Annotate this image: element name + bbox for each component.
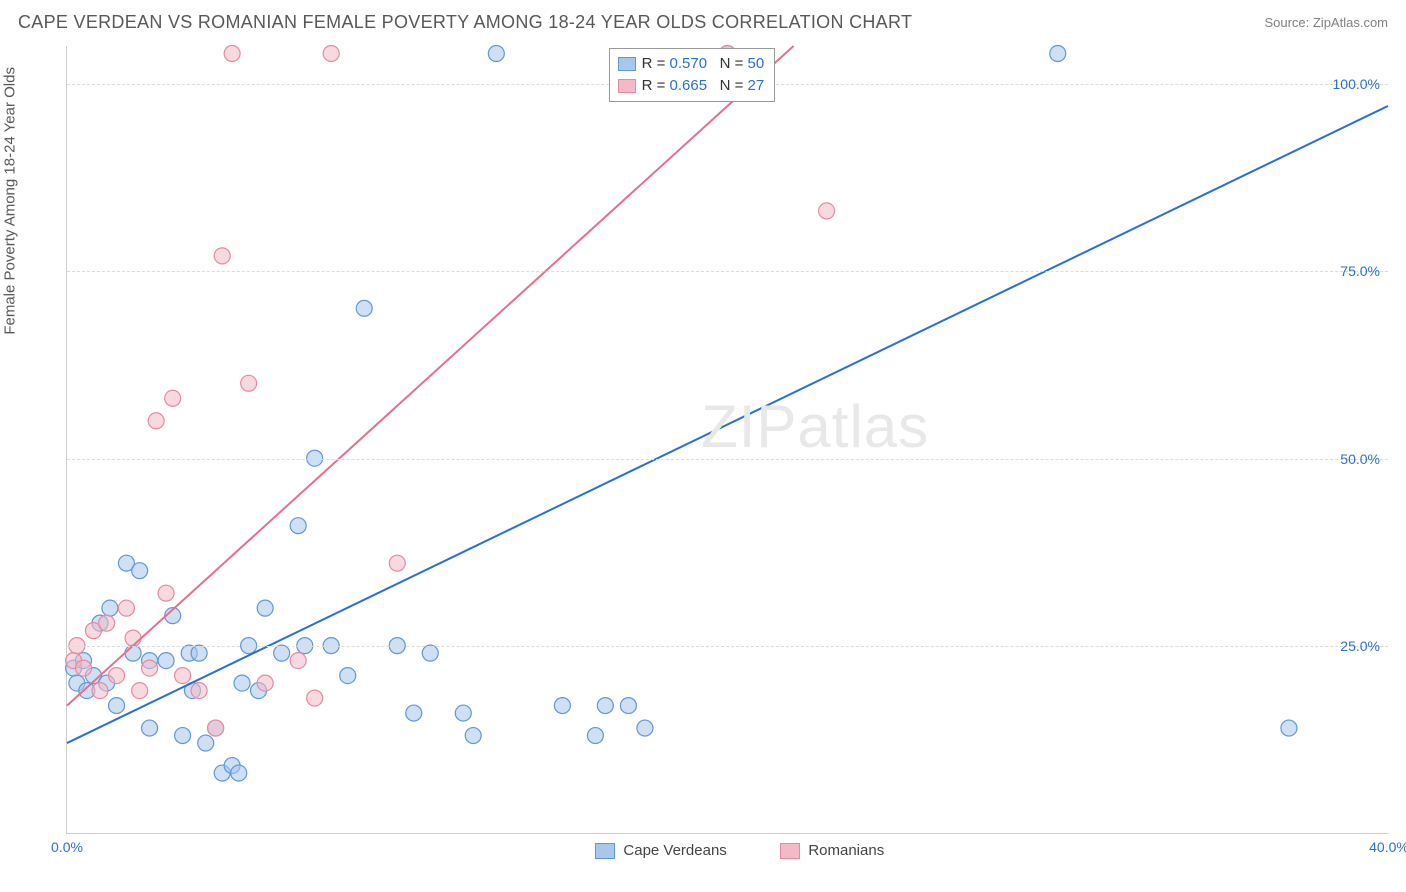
x-tick-label: 40.0% <box>1369 839 1406 855</box>
data-point <box>214 248 230 264</box>
y-tick-label: 75.0% <box>1340 263 1380 279</box>
series-legend-item: Romanians <box>780 842 884 859</box>
data-point <box>165 390 181 406</box>
data-point <box>125 630 141 646</box>
chart-container: Female Poverty Among 18-24 Year Olds 25.… <box>18 46 1388 874</box>
data-point <box>175 668 191 684</box>
data-point <box>148 413 164 429</box>
data-point <box>620 698 636 714</box>
y-tick-label: 25.0% <box>1340 638 1380 654</box>
data-point <box>231 765 247 781</box>
data-point <box>554 698 570 714</box>
source-label: Source: ZipAtlas.com <box>1264 15 1388 30</box>
data-point <box>158 653 174 669</box>
chart-title: CAPE VERDEAN VS ROMANIAN FEMALE POVERTY … <box>18 12 912 33</box>
correlation-legend: R = 0.570 N = 50R = 0.665 N = 27 <box>609 48 776 102</box>
data-point <box>290 518 306 534</box>
scatter-svg <box>67 46 1388 833</box>
data-point <box>422 645 438 661</box>
trend-line <box>67 46 794 706</box>
data-point <box>191 683 207 699</box>
data-point <box>125 645 141 661</box>
data-point <box>109 668 125 684</box>
legend-swatch <box>780 843 800 859</box>
data-point <box>819 203 835 219</box>
data-point <box>1050 46 1066 62</box>
data-point <box>597 698 613 714</box>
data-point <box>340 668 356 684</box>
legend-swatch <box>618 57 636 71</box>
data-point <box>307 690 323 706</box>
gridline <box>67 646 1388 647</box>
data-point <box>389 555 405 571</box>
data-point <box>198 735 214 751</box>
data-point <box>142 660 158 676</box>
data-point <box>290 653 306 669</box>
data-point <box>92 683 108 699</box>
data-point <box>637 720 653 736</box>
data-point <box>587 728 603 744</box>
data-point <box>109 698 125 714</box>
legend-label: Romanians <box>808 842 884 859</box>
data-point <box>241 375 257 391</box>
legend-swatch <box>595 843 615 859</box>
data-point <box>257 600 273 616</box>
legend-row: R = 0.570 N = 50 <box>618 53 765 75</box>
data-point <box>76 660 92 676</box>
legend-row: R = 0.665 N = 27 <box>618 75 765 97</box>
data-point <box>257 675 273 691</box>
data-point <box>224 46 240 62</box>
y-axis-label: Female Poverty Among 18-24 Year Olds <box>2 67 19 335</box>
data-point <box>455 705 471 721</box>
data-point <box>208 720 224 736</box>
legend-label: Cape Verdeans <box>623 842 726 859</box>
x-tick-label: 0.0% <box>51 839 83 855</box>
data-point <box>406 705 422 721</box>
data-point <box>323 46 339 62</box>
legend-text: R = 0.665 N = 27 <box>642 75 765 97</box>
data-point <box>191 645 207 661</box>
data-point <box>488 46 504 62</box>
y-tick-label: 100.0% <box>1333 76 1380 92</box>
gridline <box>67 459 1388 460</box>
gridline <box>67 271 1388 272</box>
data-point <box>1281 720 1297 736</box>
data-point <box>274 645 290 661</box>
legend-text: R = 0.570 N = 50 <box>642 53 765 75</box>
data-point <box>158 585 174 601</box>
series-legend-item: Cape Verdeans <box>595 842 726 859</box>
data-point <box>102 600 118 616</box>
data-point <box>132 683 148 699</box>
data-point <box>132 563 148 579</box>
plot-area: 25.0%50.0%75.0%100.0%0.0%40.0%ZIPatlasR … <box>66 46 1388 834</box>
data-point <box>175 728 191 744</box>
trend-line <box>67 106 1388 743</box>
header: CAPE VERDEAN VS ROMANIAN FEMALE POVERTY … <box>0 0 1406 41</box>
data-point <box>356 300 372 316</box>
data-point <box>118 600 134 616</box>
data-point <box>99 615 115 631</box>
data-point <box>142 720 158 736</box>
y-tick-label: 50.0% <box>1340 451 1380 467</box>
data-point <box>465 728 481 744</box>
data-point <box>234 675 250 691</box>
legend-swatch <box>618 79 636 93</box>
